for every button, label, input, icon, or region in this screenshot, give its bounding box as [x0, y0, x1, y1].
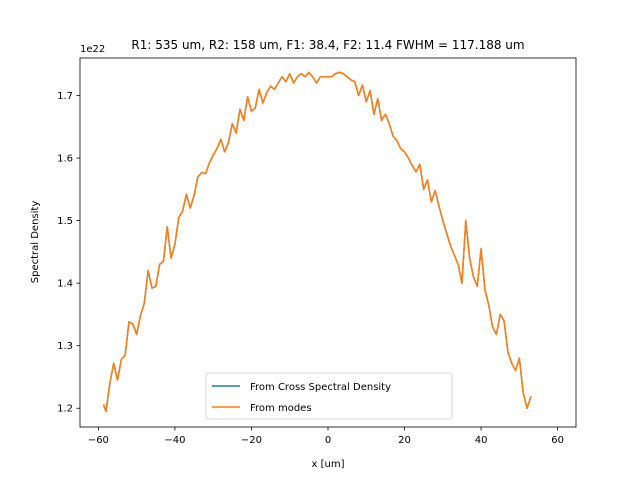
x-tick-label: 60 — [551, 435, 564, 446]
x-tick-label: −60 — [88, 435, 109, 446]
y-tick-label: 1.6 — [57, 154, 73, 165]
y-offset-label: 1e22 — [80, 44, 105, 55]
legend: From Cross Spectral Density From modes — [205, 372, 453, 420]
y-axis-label: Spectral Density — [30, 201, 41, 284]
y-tick-label: 1.3 — [57, 341, 73, 352]
plot-area: −60 −40 −20 0 20 40 60 1.2 1.3 1.4 1.5 1.6 1.7 — [57, 57, 577, 446]
x-tick-label: −20 — [241, 435, 262, 446]
y-tick-label: 1.4 — [57, 279, 73, 290]
series-line-modes — [102, 71, 532, 413]
y-tick-label: 1.5 — [57, 216, 73, 227]
legend-box — [205, 372, 453, 420]
legend-label-cross-spectral-density: From Cross Spectral Density — [250, 382, 391, 393]
series-lines — [102, 71, 532, 413]
y-tick-label: 1.7 — [57, 91, 73, 102]
y-tick-label: 1.2 — [57, 404, 73, 415]
legend-label-modes: From modes — [250, 403, 312, 414]
chart-title: R1: 535 um, R2: 158 um, F1: 38.4, F2: 11… — [131, 38, 524, 52]
x-axis-label: x [um] — [312, 459, 345, 470]
x-tick-label: −40 — [164, 435, 185, 446]
x-tick-label: 40 — [475, 435, 488, 446]
y-axis: 1.2 1.3 1.4 1.5 1.6 1.7 — [57, 91, 80, 415]
x-tick-label: 20 — [398, 435, 411, 446]
x-tick-label: 0 — [325, 435, 331, 446]
x-axis: −60 −40 −20 0 20 40 60 — [88, 427, 564, 446]
